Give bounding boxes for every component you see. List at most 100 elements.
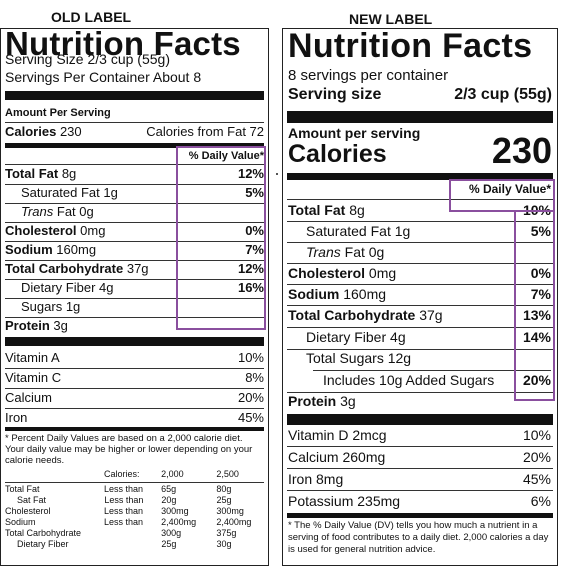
nutrient-label: Dietary Fiber xyxy=(306,329,387,345)
divider xyxy=(287,199,553,200)
divider xyxy=(287,242,553,243)
table-cell: Less than xyxy=(104,506,144,516)
nutrient-dv: 0% xyxy=(530,265,551,281)
table-cell: 2,400mg xyxy=(216,517,252,527)
new-dv-header-highlight xyxy=(449,179,555,212)
vitamin-label: Vitamin C xyxy=(5,370,62,385)
old-medium-rule xyxy=(5,143,264,148)
table-cell: Cholesterol xyxy=(5,506,51,516)
nutrient-amount: 1g xyxy=(65,299,81,314)
table-cell xyxy=(104,528,161,539)
divider xyxy=(5,260,264,261)
new-medium-rule xyxy=(287,513,553,518)
nutrient-amount: 0mg xyxy=(368,265,397,281)
table-cell: Sat Fat xyxy=(17,495,47,505)
table-cell: 2,400mg xyxy=(161,517,197,527)
new-cholesterol-row: Cholesterol 0mg 0% xyxy=(288,265,551,281)
vitamin-dv: 10% xyxy=(522,427,551,443)
nutrient-amount: 3g xyxy=(53,318,68,333)
nutrient-dv: 0% xyxy=(245,223,264,238)
new-calories-row: Calories 230 xyxy=(288,133,552,169)
new-serving-size-label: Serving size xyxy=(288,86,382,103)
new-vitamin-row: Iron 8mg 45% xyxy=(288,471,551,487)
nutrient-label: Protein xyxy=(288,393,337,409)
nutrient-amount: 8g xyxy=(61,166,77,181)
divider xyxy=(5,222,264,223)
divider xyxy=(5,203,264,204)
old-vitamin-row: Calcium 20% xyxy=(5,390,264,405)
old-vitamin-row: Vitamin A 10% xyxy=(5,350,264,365)
divider xyxy=(287,327,553,328)
old-calories-from-fat: Calories from Fat 72 xyxy=(146,124,264,139)
old-serving-size: Serving Size 2/3 cup (55g) xyxy=(5,51,170,67)
vitamin-label: Vitamin A xyxy=(5,350,60,365)
table-row: Dietary Fiber 25g 30g xyxy=(5,539,264,550)
nutrient-dv: 12% xyxy=(237,166,264,181)
nutrient-amount: 8g xyxy=(349,202,365,218)
old-total-fat-row: Total Fat 8g 12% xyxy=(5,166,264,181)
nutrient-label: Protein xyxy=(5,318,50,333)
old-dv-highlight-box xyxy=(176,146,266,330)
nutrient-label: Total Fat xyxy=(5,166,59,181)
divider xyxy=(5,279,264,280)
nutrient-amount: 4g xyxy=(390,329,406,345)
vitamin-label: Potassium 235mg xyxy=(288,493,401,509)
new-thick-rule xyxy=(287,111,553,123)
nutrient-dv: 20% xyxy=(522,372,551,388)
nutrient-amount: 4g xyxy=(99,280,114,295)
divider xyxy=(5,408,264,409)
divider xyxy=(287,392,553,393)
old-vitamin-row: Vitamin C 8% xyxy=(5,370,264,385)
new-sodium-row: Sodium 160mg 7% xyxy=(288,286,551,302)
table-row: Total Carbohydrate 300g 375g xyxy=(5,528,264,539)
old-footnote: * Percent Daily Values are based on a 2,… xyxy=(5,433,253,466)
table-cell: Less than xyxy=(104,517,144,527)
new-serving-size-value: 2/3 cup (55g) xyxy=(454,86,552,103)
new-protein-row: Protein 3g xyxy=(288,393,551,409)
table-cell xyxy=(5,469,104,480)
new-calories-value: 230 xyxy=(491,130,552,171)
divider xyxy=(313,370,551,371)
old-calories-row: Calories 230 Calories from Fat 72 xyxy=(5,124,264,139)
old-amount-per-serving: Amount Per Serving xyxy=(5,107,111,119)
nutrient-dv: 16% xyxy=(237,280,264,295)
divider xyxy=(5,184,264,185)
table-cell: Dietary Fiber xyxy=(17,539,69,549)
vitamin-dv: 10% xyxy=(237,350,264,365)
old-nutrition-label: Nutrition Facts Serving Size 2/3 cup (55… xyxy=(0,25,269,566)
new-total-carb-row: Total Carbohydrate 37g 13% xyxy=(288,307,551,323)
nutrient-amount: 160mg xyxy=(56,242,97,257)
nutrient-label: Dietary Fiber xyxy=(21,280,96,295)
divider xyxy=(5,368,264,369)
nutrient-dv: 7% xyxy=(530,286,551,302)
old-dv-header: % Daily Value* xyxy=(188,150,264,162)
nutrient-dv: 12% xyxy=(237,261,264,276)
table-cell: 300mg xyxy=(216,506,244,516)
new-vitamin-row: Potassium 235mg 6% xyxy=(288,493,551,509)
table-cell: 375g xyxy=(216,528,237,538)
nutrient-label: Trans xyxy=(21,204,54,219)
nutrient-amount: 160mg xyxy=(343,286,387,302)
new-added-sugars-row: Includes 10g Added Sugars 20% xyxy=(288,372,551,388)
old-trans-fat-row: Trans Fat 0g xyxy=(5,204,264,219)
old-calories-label: Calories xyxy=(5,124,57,139)
divider xyxy=(287,468,553,469)
table-header-row: Calories: 2,000 2,500 xyxy=(5,469,264,480)
new-dietary-fiber-row: Dietary Fiber 4g 14% xyxy=(288,329,551,345)
new-calories-label: Calories xyxy=(288,140,387,168)
nutrient-amount: 1g xyxy=(103,185,118,200)
divider xyxy=(5,482,264,483)
new-medium-rule xyxy=(287,173,553,180)
divider xyxy=(5,317,264,318)
old-label-heading: OLD LABEL xyxy=(51,9,132,25)
table-row: Cholesterol Less than 300mg 300mg xyxy=(5,506,264,517)
table-cell xyxy=(104,539,161,550)
old-saturated-fat-row: Saturated Fat 1g 5% xyxy=(5,185,264,200)
table-cell: Less than xyxy=(104,484,144,494)
new-amount-per-serving: Amount per serving xyxy=(288,125,421,141)
vitamin-label: Calcium 260mg xyxy=(288,449,386,465)
nutrient-dv: 5% xyxy=(245,185,264,200)
divider xyxy=(5,298,264,299)
nutrient-label: Total Fat xyxy=(288,202,346,218)
table-cell: 65g xyxy=(161,484,177,494)
